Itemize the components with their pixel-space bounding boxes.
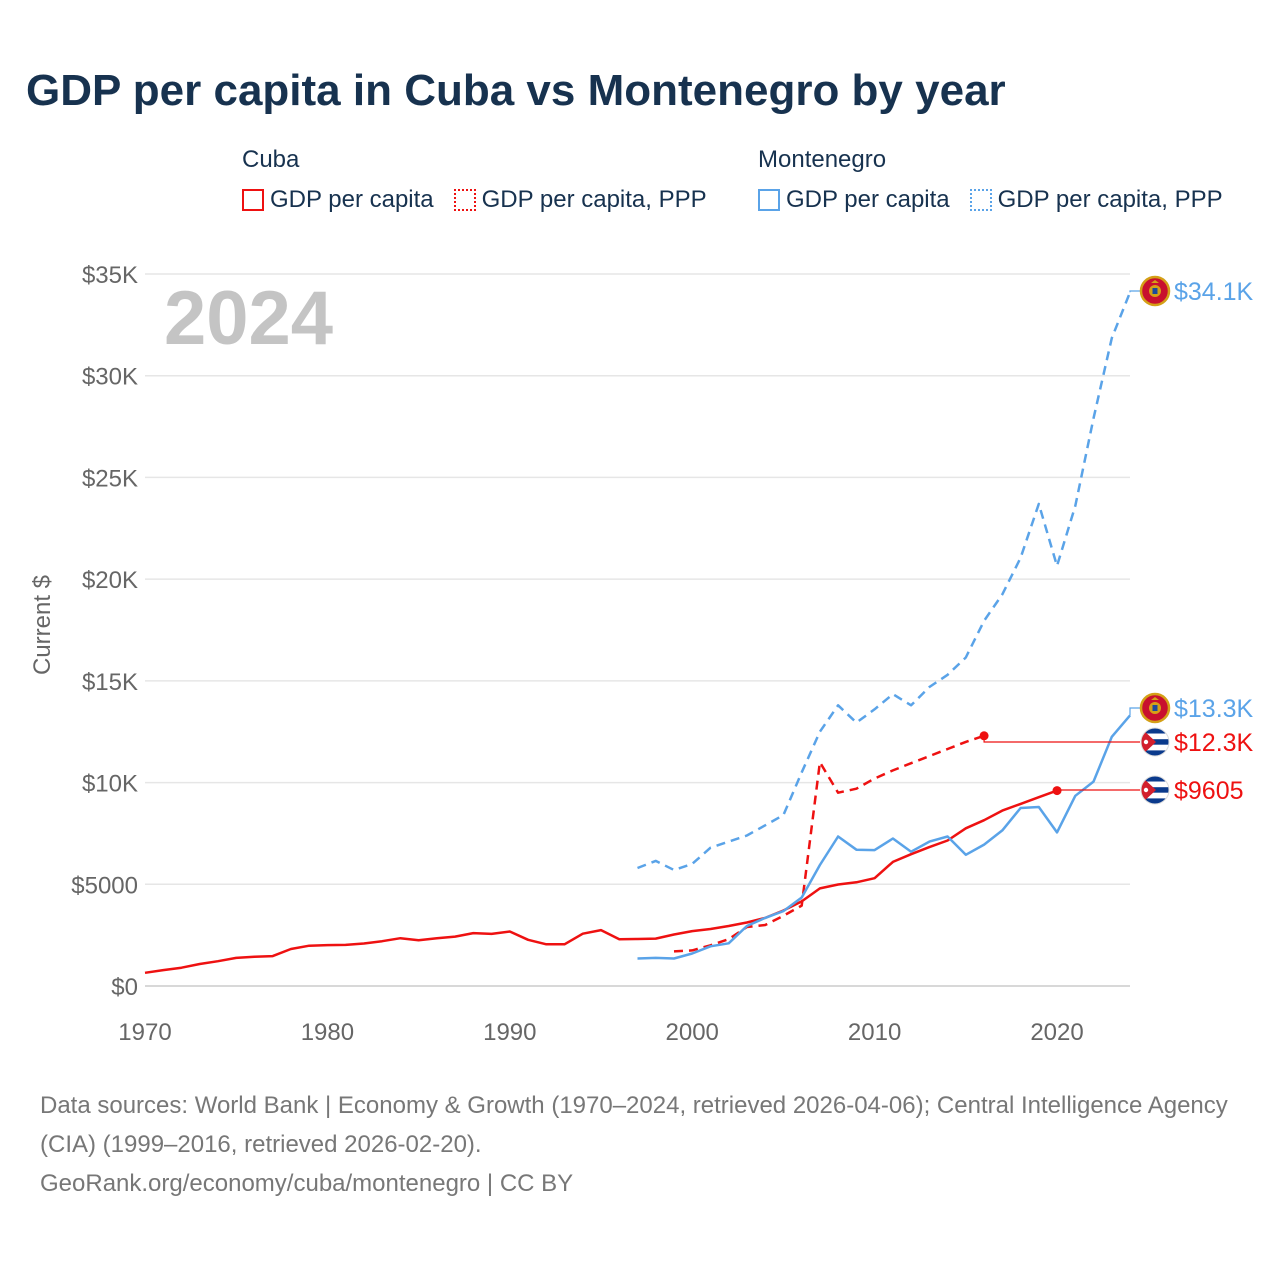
montenegro-flag-icon	[1139, 692, 1171, 724]
data-sources: Data sources: World Bank | Economy & Gro…	[40, 1092, 1228, 1158]
y-tick-label: $35K	[82, 262, 138, 289]
y-tick-label: $10K	[82, 771, 138, 798]
y-tick-label: $0	[111, 974, 138, 1001]
chart-title: GDP per capita in Cuba vs Montenegro by …	[26, 66, 1006, 115]
leader-line	[983, 735, 1140, 743]
legend-swatch-solid-red	[242, 189, 264, 211]
end-value-label: $12.3K	[1174, 729, 1254, 757]
end-value-label: $34.1K	[1174, 278, 1254, 306]
cuba-ppp-line	[673, 734, 985, 953]
legend-item-montenegro-gdp-ppp[interactable]: GDP per capita, PPP	[969, 186, 1223, 214]
end-labels: $9605 $12.3K $13.3K $34.1K	[979, 275, 1254, 805]
legend-swatch-dotted-blue	[969, 189, 992, 211]
legend-item-label: GDP per capita	[786, 186, 950, 213]
source-credit-link[interactable]: GeoRank.org/economy/cuba/montenegro | CC…	[40, 1170, 574, 1197]
end-value-label: $9605	[1174, 777, 1244, 805]
cuba-gdp-line	[144, 789, 1058, 975]
x-tick-label: 1980	[301, 1019, 354, 1046]
y-tick-label: $25K	[82, 465, 138, 492]
legend-item-montenegro-gdp[interactable]: GDP per capita	[758, 186, 950, 214]
gridlines	[145, 273, 1130, 987]
legend-group-montenegro: Montenegro GDP per capita GDP per capita…	[758, 146, 1223, 214]
legend-item-label: GDP per capita, PPP	[481, 186, 707, 213]
legend-swatch-dotted-red	[453, 189, 476, 211]
y-tick-label: $30K	[82, 364, 138, 391]
x-tick-label: 1970	[118, 1019, 171, 1046]
y-tick-label: $20K	[82, 567, 138, 594]
leader-line	[1129, 290, 1140, 293]
y-tick-label: $15K	[82, 669, 138, 696]
legend-item-cuba-gdp[interactable]: GDP per capita	[242, 186, 434, 214]
x-axis-ticks: 1970 1980 1990 2000 2010 2020	[118, 1019, 1083, 1046]
year-watermark: 2024	[164, 276, 333, 361]
montenegro-gdp-line	[637, 714, 1131, 960]
x-tick-label: 2020	[1030, 1019, 1083, 1046]
end-value-label: $13.3K	[1174, 695, 1254, 723]
montenegro-flag-icon	[1139, 275, 1171, 307]
legend-item-cuba-gdp-ppp[interactable]: GDP per capita, PPP	[453, 186, 707, 214]
legend-group-cuba: Cuba GDP per capita GDP per capita, PPP	[242, 146, 707, 214]
footer: Data sources: World Bank | Economy & Gro…	[40, 1086, 1250, 1203]
legend-group-title: Montenegro	[758, 146, 887, 173]
series-lines	[144, 291, 1132, 975]
y-tick-label: $5000	[71, 872, 138, 899]
y-axis-ticks: $0 $5000 $10K $15K $20K $25K $30K $35K	[71, 262, 138, 1001]
legend-item-label: GDP per capita, PPP	[997, 186, 1223, 213]
x-tick-label: 2010	[848, 1019, 901, 1046]
leader-line	[1056, 789, 1140, 791]
cuba-flag-icon	[1140, 727, 1170, 757]
leader-line	[1129, 707, 1140, 716]
y-axis-label: Current $	[29, 575, 56, 675]
legend-item-label: GDP per capita	[270, 186, 434, 213]
legend-group-title: Cuba	[242, 146, 300, 173]
legend-swatch-solid-blue	[758, 189, 780, 211]
x-tick-label: 1990	[483, 1019, 536, 1046]
montenegro-ppp-line	[637, 291, 1132, 872]
cuba-flag-icon	[1140, 775, 1170, 805]
line-chart: 2024 $0 $5000 $10K $15K $20K $25K $30K $35K 197…	[29, 262, 1254, 1046]
x-tick-label: 2000	[666, 1019, 719, 1046]
